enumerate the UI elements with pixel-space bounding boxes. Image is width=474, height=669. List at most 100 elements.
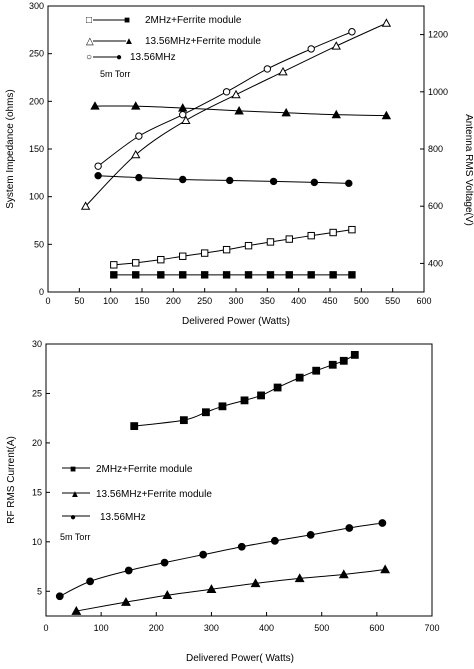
bottom-point-circle xyxy=(199,550,208,559)
bottom-legend: ■ 2MHz+Ferrite module ▲ 13.56MHz+Ferrite… xyxy=(62,464,212,523)
top-point-square-open xyxy=(132,259,140,267)
bottom-x-tick-label: 600 xyxy=(369,623,384,633)
top-series xyxy=(80,18,392,279)
top-x-tick-label: 600 xyxy=(416,296,431,306)
bottom-xlabel: Delivered Power( Watts) xyxy=(186,653,294,664)
top-point-circle-open xyxy=(222,88,231,96)
top-point-circle-filled xyxy=(310,178,319,187)
top-point-square-filled xyxy=(285,271,293,279)
bottom-plot-area xyxy=(45,343,433,617)
bottom-series-line-3 xyxy=(59,522,383,597)
bottom-point-square xyxy=(179,416,188,425)
top-point-square-filled xyxy=(307,271,315,279)
top-y-tick-label: 200 xyxy=(29,96,44,106)
top-legend: □ ■ 2MHz+Ferrite module △ ▲ 13.56MHz+Fer… xyxy=(86,15,261,63)
bottom-point-triangle xyxy=(71,605,82,615)
top-x-tick-label: 200 xyxy=(166,296,181,306)
bottom-x-tick-label: 100 xyxy=(94,623,109,633)
top-point-square-filled xyxy=(329,271,337,279)
top-x-tick-label: 150 xyxy=(134,296,149,306)
top-y-tick-label: 250 xyxy=(29,49,44,59)
bottom-legend-label-2: 13.56MHz+Ferrite module xyxy=(96,489,212,500)
bottom-x-tick-label: 400 xyxy=(259,623,274,633)
top-point-square-open xyxy=(307,231,315,240)
bottom-x-tick-label: 200 xyxy=(149,623,164,633)
bottom-point-triangle xyxy=(162,590,173,599)
bottom-point-circle xyxy=(124,566,133,575)
bottom-series-line-1 xyxy=(134,354,356,427)
top-legend-filled-2: ▲ xyxy=(124,36,134,47)
bottom-axis-ticks: 0 100 200 300 400 500 600 700 5 10 15 20 25 30 xyxy=(32,339,440,633)
top-y-tick-label: 0 xyxy=(39,287,44,297)
top-point-triangle-open xyxy=(80,201,91,210)
top-point-square-filled xyxy=(244,271,253,279)
bottom-point-square xyxy=(218,402,227,411)
top-point-circle-open xyxy=(94,162,102,170)
bottom-point-square xyxy=(240,396,249,405)
bottom-x-tick-label: 0 xyxy=(43,623,48,633)
bottom-point-triangle xyxy=(294,573,305,583)
bottom-y-tick-label: 20 xyxy=(32,438,42,448)
bottom-legend-label-3: 13.56MHz xyxy=(100,512,146,523)
top-point-square-open xyxy=(266,238,275,246)
top-xlabel: Delivered Power (Watts) xyxy=(182,316,290,327)
top-y-tick-label: 150 xyxy=(29,144,44,154)
bottom-point-circle xyxy=(306,530,315,539)
top-point-square-open xyxy=(157,255,165,264)
top-y-tick-label: 100 xyxy=(29,192,44,202)
top-ylabel: System Impedance (ohms) xyxy=(5,89,16,209)
bottom-point-circle xyxy=(86,577,95,586)
bottom-point-triangle xyxy=(121,597,131,606)
bottom-point-circle xyxy=(378,519,387,527)
top-legend-label-1: 2MHz+Ferrite module xyxy=(145,15,242,26)
top-point-circle-filled xyxy=(135,173,143,182)
bottom-x-tick-label: 300 xyxy=(204,623,219,633)
top-point-square-filled xyxy=(179,271,187,279)
top-legend-label-3: 13.56MHz xyxy=(130,52,176,63)
bottom-series xyxy=(55,350,391,615)
top-series-line-2 xyxy=(113,229,353,266)
bottom-point-square xyxy=(202,408,210,417)
top-point-circle-open xyxy=(348,28,356,36)
top-point-square-filled xyxy=(132,271,140,279)
top-y2label: Antenna RMS Voltage(V) xyxy=(463,114,474,226)
top-point-triangle-open xyxy=(381,18,392,27)
top-x-tick-label: 300 xyxy=(228,296,243,306)
bottom-point-circle xyxy=(237,542,246,551)
top-point-triangle-filled xyxy=(331,109,341,119)
top-point-square-open xyxy=(348,225,356,234)
top-x-tick-label: 550 xyxy=(385,296,400,306)
top-x-tick-label: 500 xyxy=(354,296,369,306)
top-point-square-filled xyxy=(222,271,231,279)
bottom-y-tick-label: 10 xyxy=(32,537,42,547)
top-point-square-filled xyxy=(266,271,275,279)
bottom-x-tick-label: 500 xyxy=(314,623,329,633)
top-point-triangle-open xyxy=(331,41,341,50)
bottom-point-circle xyxy=(55,592,64,601)
top-point-triangle-filled xyxy=(90,101,100,110)
top-y2-tick-label: 600 xyxy=(428,201,443,211)
bottom-point-square xyxy=(257,391,265,400)
bottom-point-square xyxy=(130,422,139,430)
top-legend-label-2: 13.56MHz+Ferrite module xyxy=(145,36,261,47)
bottom-point-square xyxy=(350,350,359,359)
bottom-point-triangle xyxy=(380,564,391,574)
bottom-point-square xyxy=(295,373,304,382)
top-point-square-open xyxy=(285,235,293,243)
top-point-triangle-filled xyxy=(281,107,291,117)
bottom-point-triangle xyxy=(250,578,261,588)
bottom-point-square xyxy=(273,383,282,392)
top-point-triangle-filled xyxy=(381,110,392,120)
bottom-chart: 0 100 200 300 400 500 600 700 5 10 15 20 25 30 ■ 2MHz… xyxy=(6,339,440,664)
bottom-point-triangle xyxy=(338,569,349,579)
top-legend-open-3: ○ xyxy=(86,52,92,63)
top-point-triangle-open xyxy=(231,89,241,99)
bottom-y-tick-label: 5 xyxy=(37,586,42,596)
top-x-tick-label: 350 xyxy=(260,296,275,306)
top-point-triangle-open xyxy=(181,115,191,124)
top-x-tick-label: 100 xyxy=(103,296,118,306)
bottom-curves xyxy=(59,354,386,612)
top-chart: 0 50 100 150 200 250 300 350 400 450 500 550 600 0 50 1… xyxy=(5,1,474,327)
bottom-y-tick-label: 30 xyxy=(32,339,42,349)
bottom-series-line-2 xyxy=(76,569,386,612)
